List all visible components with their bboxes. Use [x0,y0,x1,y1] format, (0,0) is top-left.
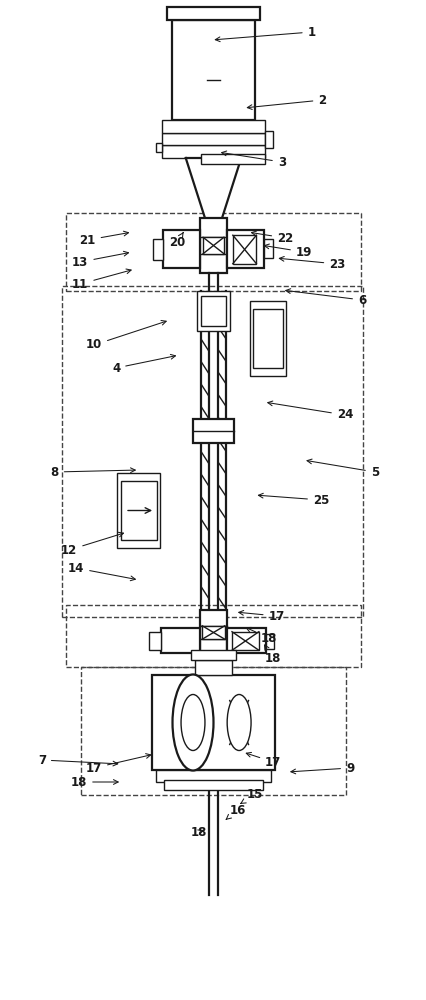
Bar [232,235,256,264]
Bar [66,605,360,667]
Text: 22: 22 [251,231,293,244]
Bar [161,133,265,145]
Text: 12: 12 [61,532,123,556]
Bar [164,780,262,790]
Bar [203,237,224,254]
Bar [171,20,254,120]
Text: 18: 18 [190,826,207,838]
Bar [62,286,362,617]
Text: 23: 23 [279,256,345,270]
Text: 24: 24 [267,401,352,422]
Text: 16: 16 [226,804,245,819]
Bar [199,610,227,655]
Bar [195,660,231,675]
Text: 7: 7 [37,754,118,766]
Text: 4: 4 [112,354,175,374]
Bar [265,131,272,148]
Text: 14: 14 [68,562,135,581]
Text: 17: 17 [246,752,281,768]
Text: 13: 13 [72,251,128,268]
Bar [161,145,265,158]
Text: 5: 5 [306,459,378,479]
Text: 19: 19 [264,244,311,258]
Bar [66,213,360,291]
Bar [249,301,285,376]
Text: 9: 9 [290,762,354,774]
Circle shape [227,694,250,750]
Bar [153,239,163,260]
Text: 1: 1 [215,25,315,42]
Text: 11: 11 [72,269,131,290]
Text: 18: 18 [264,645,280,664]
Text: 8: 8 [50,466,135,479]
Text: 6: 6 [285,289,366,306]
Bar [161,628,199,653]
Text: 2: 2 [247,94,326,109]
Bar [156,143,161,152]
Bar [263,239,273,258]
Bar [167,7,259,20]
Bar [227,628,265,653]
Bar [202,626,225,639]
Bar [265,634,274,649]
Text: 3: 3 [221,151,285,168]
Text: 18: 18 [245,627,276,645]
Text: 10: 10 [86,320,166,352]
Bar [227,230,263,268]
Bar [151,675,275,770]
Bar [197,291,229,331]
Circle shape [172,674,213,770]
Text: 17: 17 [86,754,150,774]
Bar [121,481,156,540]
Circle shape [181,694,204,750]
Bar [253,309,282,368]
Bar [161,120,265,133]
Polygon shape [185,158,241,218]
Bar [231,632,258,650]
Bar [155,770,271,782]
Text: 15: 15 [240,788,262,803]
Text: 21: 21 [79,231,128,246]
Bar [199,218,227,273]
Bar [117,473,160,548]
Text: 25: 25 [258,493,328,506]
Text: 20: 20 [169,233,185,248]
Bar [200,296,226,326]
Bar [149,632,161,650]
Text: 18: 18 [71,776,118,788]
Bar [200,154,264,164]
Text: 17: 17 [238,609,284,622]
Bar [81,667,345,795]
Bar [193,418,233,442]
Bar [191,650,235,660]
Bar [163,230,199,268]
